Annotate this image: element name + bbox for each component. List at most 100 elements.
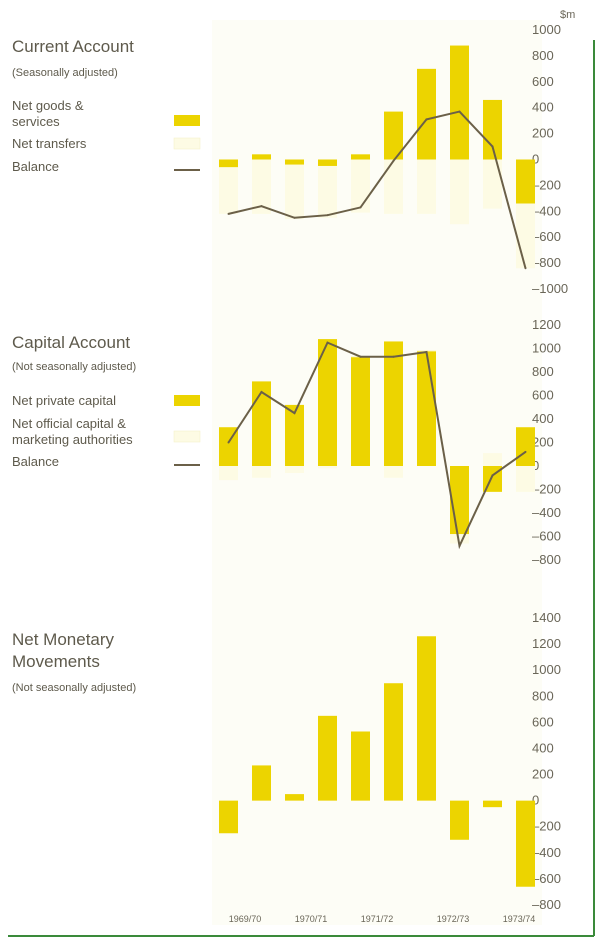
y-tick-label: 0 bbox=[532, 152, 539, 167]
legend-net-official-label: Net official capital & marketing authori… bbox=[12, 416, 133, 447]
balance-point bbox=[491, 474, 494, 477]
bar-net-goods-services bbox=[450, 45, 469, 160]
bar-net-transfers bbox=[351, 159, 370, 213]
y-tick-label: 0 bbox=[532, 793, 539, 808]
y-tick-label: –600 bbox=[532, 229, 561, 244]
y-tick-label: 600 bbox=[532, 388, 554, 403]
bar-value bbox=[285, 794, 304, 801]
balance-point bbox=[458, 544, 461, 547]
current-account-plot: 1000 800 600 400 200 0 –200 –400 –600 –800 –1000 bbox=[219, 22, 568, 296]
bar-net-transfers bbox=[219, 167, 238, 214]
y-tick-label: 800 bbox=[532, 48, 554, 63]
bar-net-transfers bbox=[417, 159, 436, 214]
balance-point bbox=[260, 390, 263, 393]
y-tick-label: 600 bbox=[532, 714, 554, 729]
balance-point bbox=[491, 145, 494, 148]
y-tick-label: 1000 bbox=[532, 22, 561, 37]
y-tick-label: 0 bbox=[532, 458, 539, 473]
net-monetary-title-line2: Movements bbox=[12, 652, 100, 671]
x-tick-label: 1970/71 bbox=[295, 914, 328, 924]
y-tick-label: –400 bbox=[532, 203, 561, 218]
y-tick-label: –800 bbox=[532, 897, 561, 912]
y-tick-label: 1000 bbox=[532, 662, 561, 677]
balance-point bbox=[326, 341, 329, 344]
y-tick-label: 1400 bbox=[532, 610, 561, 625]
legend-net-private-label: Net private capital bbox=[12, 393, 116, 408]
bar-value bbox=[252, 765, 271, 801]
y-tick-label: 200 bbox=[532, 435, 554, 450]
bar-net-transfers bbox=[285, 164, 304, 220]
bar-net-official-capital-marketing-authorities bbox=[384, 466, 403, 478]
bar-net-official-capital-marketing-authorities bbox=[483, 453, 502, 466]
bar-net-goods-services bbox=[219, 159, 238, 168]
y-tick-label: –200 bbox=[532, 177, 561, 192]
bar-net-goods-services bbox=[516, 159, 535, 204]
y-tick-label: –200 bbox=[532, 482, 561, 497]
unit-label: $m bbox=[560, 9, 575, 21]
y-tick-label: 400 bbox=[532, 411, 554, 426]
y-tick-label: –400 bbox=[532, 505, 561, 520]
bar-net-private-capital bbox=[417, 350, 436, 466]
legend-net-private-swatch bbox=[174, 395, 200, 406]
balance-point bbox=[326, 214, 329, 217]
y-tick-label: 1200 bbox=[532, 636, 561, 651]
balance-point bbox=[392, 355, 395, 358]
x-tick-label: 1972/73 bbox=[437, 914, 470, 924]
y-tick-label: 1000 bbox=[532, 341, 561, 356]
x-axis-labels: 1969/70 1970/71 1971/72 1972/73 1973/74 bbox=[229, 914, 536, 924]
balance-point bbox=[227, 441, 230, 444]
bar-net-transfers bbox=[384, 159, 403, 214]
bar-net-goods-services bbox=[252, 154, 271, 160]
bar-net-transfers bbox=[318, 165, 337, 218]
capital-account-plot: 1200 1000 800 600 400 200 0 –200 –400 –600 –800 bbox=[219, 317, 561, 567]
bar-net-private-capital bbox=[252, 381, 271, 466]
balance-point bbox=[293, 412, 296, 415]
bar-net-private-capital bbox=[384, 341, 403, 466]
legend-current-balance-label: Balance bbox=[12, 159, 59, 174]
balance-point bbox=[524, 450, 527, 453]
net-monetary-title: Net Monetary Movements bbox=[12, 630, 119, 671]
bar-value bbox=[450, 800, 469, 840]
x-tick-label: 1971/72 bbox=[361, 914, 394, 924]
y-tick-label: –600 bbox=[532, 529, 561, 544]
legend-net-goods-label-line1: Net goods & bbox=[12, 98, 84, 113]
y-tick-label: 800 bbox=[532, 688, 554, 703]
current-account-title: Current Account bbox=[12, 37, 134, 56]
balance-point bbox=[293, 216, 296, 219]
bar-net-private-capital bbox=[516, 427, 535, 466]
bar-value bbox=[483, 800, 502, 808]
bar-net-private-capital bbox=[351, 356, 370, 466]
bar-value bbox=[351, 731, 370, 801]
y-tick-label: 200 bbox=[532, 126, 554, 141]
balance-point bbox=[425, 118, 428, 121]
bar-net-goods-services bbox=[285, 159, 304, 165]
bar-net-goods-services bbox=[351, 154, 370, 160]
bar-value bbox=[318, 715, 337, 801]
bar-net-transfers bbox=[450, 159, 469, 225]
bar-net-goods-services bbox=[384, 111, 403, 160]
bar-net-goods-services bbox=[483, 99, 502, 160]
y-tick-label: 400 bbox=[532, 100, 554, 115]
y-tick-label: –800 bbox=[532, 255, 561, 270]
y-tick-label: 800 bbox=[532, 364, 554, 379]
legend-net-transfers-label: Net transfers bbox=[12, 136, 87, 151]
legend-net-official-label-line1: Net official capital & bbox=[12, 416, 126, 431]
bar-value bbox=[384, 683, 403, 801]
capital-account-title: Capital Account bbox=[12, 333, 130, 352]
bar-net-transfers bbox=[252, 159, 271, 214]
legend-net-official-swatch bbox=[173, 430, 201, 443]
capital-account-subtitle: (Not seasonally adjusted) bbox=[12, 361, 136, 373]
bar-net-private-capital bbox=[318, 339, 337, 466]
x-tick-label: 1969/70 bbox=[229, 914, 262, 924]
bar-net-transfers bbox=[516, 203, 535, 269]
balance-point bbox=[458, 110, 461, 113]
y-tick-label: –400 bbox=[532, 845, 561, 860]
bar-net-private-capital bbox=[450, 466, 469, 535]
legend-net-transfers-swatch bbox=[173, 137, 201, 150]
balance-point bbox=[359, 355, 362, 358]
legend-net-official-label-line2: marketing authorities bbox=[12, 432, 133, 447]
bar-net-official-capital-marketing-authorities bbox=[450, 534, 469, 544]
bar-net-private-capital bbox=[285, 404, 304, 466]
